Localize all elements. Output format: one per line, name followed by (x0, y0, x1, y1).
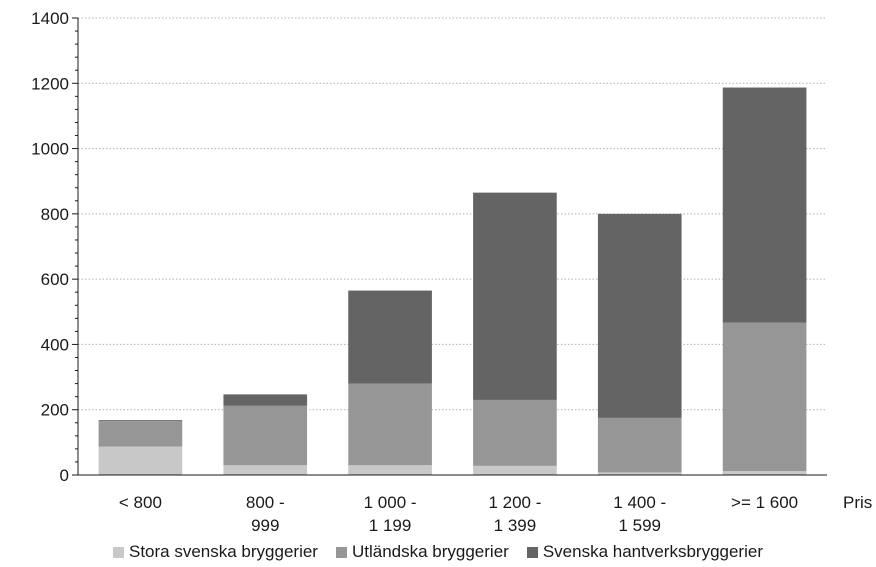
bar-segment-1 (597, 417, 682, 473)
x-category-label: >= 1 600 (731, 493, 798, 512)
bar-segment-1 (722, 322, 807, 472)
x-category-label: 1 400 -1 599 (613, 493, 666, 535)
bar-segment-0 (722, 471, 807, 475)
y-tick-labels: 0 200 400 600 800 1000 1200 1400 (31, 9, 69, 485)
legend-swatch-hantverk (526, 546, 538, 558)
bar-segment-1 (223, 405, 308, 466)
bar-segment-2 (98, 420, 183, 422)
legend-item-hantverk: Svenska hantverksbryggerier (526, 542, 763, 562)
x-category-label: 1 200 -1 399 (488, 493, 541, 535)
legend-swatch-stora (112, 546, 124, 558)
bar-segment-0 (98, 446, 183, 475)
y-tick-label: 0 (60, 466, 69, 485)
bar-segment-0 (223, 465, 308, 475)
axes (72, 17, 827, 476)
legend-item-stora: Stora svenska bryggerier (112, 542, 318, 562)
y-tick-label: 1000 (31, 140, 69, 159)
legend-label-hantverk: Svenska hantverksbryggerier (542, 542, 763, 561)
x-category-label: < 800 (119, 493, 162, 512)
bar-segment-0 (348, 465, 432, 475)
bar-segment-2 (223, 394, 308, 406)
y-tick-label: 600 (41, 270, 69, 289)
y-tick-label: 400 (41, 335, 69, 354)
bar-segment-2 (597, 213, 682, 418)
x-category-label: 1 000 -1 199 (364, 493, 417, 535)
y-tick-label: 200 (41, 401, 69, 420)
bar-segment-2 (722, 87, 807, 323)
y-tick-label: 1400 (31, 9, 69, 28)
y-tick-label: 800 (41, 205, 69, 224)
bar-segment-1 (348, 383, 432, 466)
legend-item-utlandska: Utländska bryggerier (335, 542, 509, 562)
y-tick-label: 1200 (31, 74, 69, 93)
bars (98, 87, 807, 475)
bar-segment-1 (473, 399, 557, 466)
legend-swatch-utlandska (335, 546, 347, 558)
bar-segment-1 (98, 421, 183, 447)
bar-segment-2 (473, 192, 557, 400)
gridlines (78, 17, 827, 411)
legend-label-utlandska: Utländska bryggerier (351, 542, 509, 561)
x-category-labels: < 800 800 -999 1 000 -1 199 1 200 -1 399 1 4… (119, 493, 798, 535)
bar-segment-0 (473, 465, 557, 475)
bar-segment-0 (597, 472, 682, 475)
bar-segment-2 (348, 290, 432, 384)
legend-label-stora: Stora svenska bryggerier (128, 542, 318, 561)
legend: Stora svenska bryggerier Utländska brygg… (0, 539, 876, 565)
x-category-label: 800 -999 (246, 493, 285, 535)
x-axis-label: Pris (843, 493, 872, 512)
chart: 0 200 400 600 800 1000 1200 1400 < 800 800 -999 1… (31, 9, 872, 535)
